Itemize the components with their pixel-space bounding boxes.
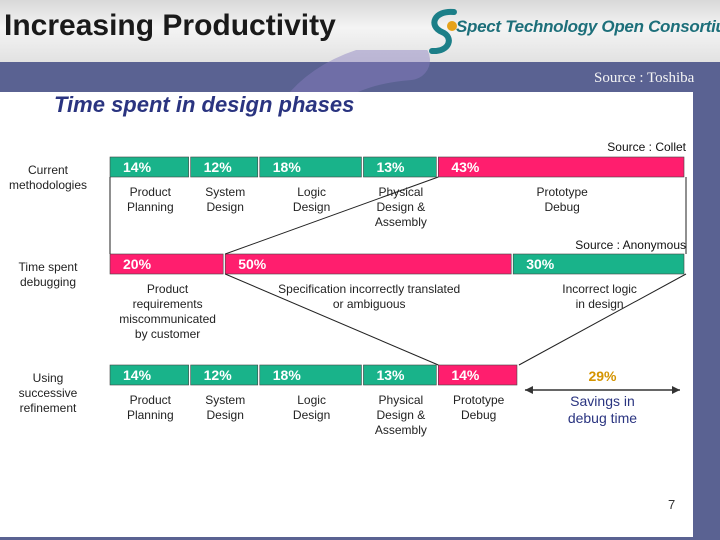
slide-title: Increasing Productivity	[4, 9, 336, 42]
bar-segment	[363, 364, 437, 386]
title-bar: Increasing Productivity Spect Technology…	[0, 0, 720, 62]
savings-arrow-left	[524, 386, 533, 394]
segment-label: Specification incorrectly translated or a…	[278, 282, 460, 311]
segment-value: 12%	[204, 367, 233, 383]
bar-segment	[109, 364, 189, 386]
segment-label: Incorrect logic in design	[562, 282, 637, 311]
segment-value: 12%	[204, 159, 233, 175]
segment-value: 50%	[238, 256, 267, 272]
bar-segment	[259, 156, 362, 178]
bar-segment	[438, 364, 518, 386]
segment-value: 30%	[526, 256, 555, 272]
savings-value: 29%	[588, 368, 617, 384]
page-number: 7	[668, 497, 676, 512]
segment-label: Product requirements miscommunicated by cus…	[119, 282, 216, 341]
row-label: Current methodologies	[9, 163, 87, 192]
bar-segment	[438, 156, 685, 178]
segment-value: 43%	[451, 159, 480, 175]
segment-label: Logic Design	[293, 185, 330, 214]
connector-line	[225, 273, 439, 366]
segment-value: 14%	[123, 159, 152, 175]
segment-label: Physical Design & Assembly	[375, 393, 427, 437]
consortium-logo: Spect Technology Open Consortium	[424, 4, 720, 58]
segment-value: 14%	[123, 367, 152, 383]
bar-segment	[259, 364, 362, 386]
logo-text: Spect Technology Open Consortium	[456, 17, 720, 36]
bar-segment	[190, 156, 259, 178]
segment-label: Prototype Debug	[536, 185, 588, 214]
row-label: Time spent debugging	[19, 260, 79, 289]
row-label: Using successive refinement	[19, 371, 78, 415]
segment-label: System Design	[205, 393, 245, 422]
source-label: Source : Collet	[607, 140, 686, 154]
bar-segment	[190, 364, 259, 386]
source-label: Source : Anonymous	[575, 238, 686, 252]
segment-label: Prototype Debug	[453, 393, 505, 422]
segment-value: 20%	[123, 256, 152, 272]
segment-label: Product Planning	[127, 393, 174, 422]
segment-value: 18%	[273, 367, 302, 383]
bar-segment	[363, 156, 437, 178]
segment-value: 18%	[273, 159, 302, 175]
segment-value: 13%	[376, 159, 405, 175]
swirl-logo-icon	[429, 8, 457, 54]
bar-segment	[109, 253, 224, 275]
chart-title: Time spent in design phases	[54, 92, 355, 117]
connector-line	[225, 176, 439, 255]
segment-label: System Design	[205, 185, 245, 214]
segment-label: Physical Design & Assembly	[375, 185, 427, 229]
source-toshiba: Source : Toshiba	[594, 70, 695, 86]
savings-label: Savings in debug time	[568, 393, 637, 426]
bar-segment	[109, 156, 189, 178]
bar-segment	[224, 253, 512, 275]
segment-value: 13%	[376, 367, 405, 383]
segment-label: Logic Design	[293, 393, 330, 422]
segment-value: 14%	[451, 367, 480, 383]
segment-label: Product Planning	[127, 185, 174, 214]
connector-line	[518, 273, 687, 366]
savings-arrow-right	[672, 386, 680, 394]
bar-segment	[512, 253, 685, 275]
savings-bar	[518, 365, 686, 385]
